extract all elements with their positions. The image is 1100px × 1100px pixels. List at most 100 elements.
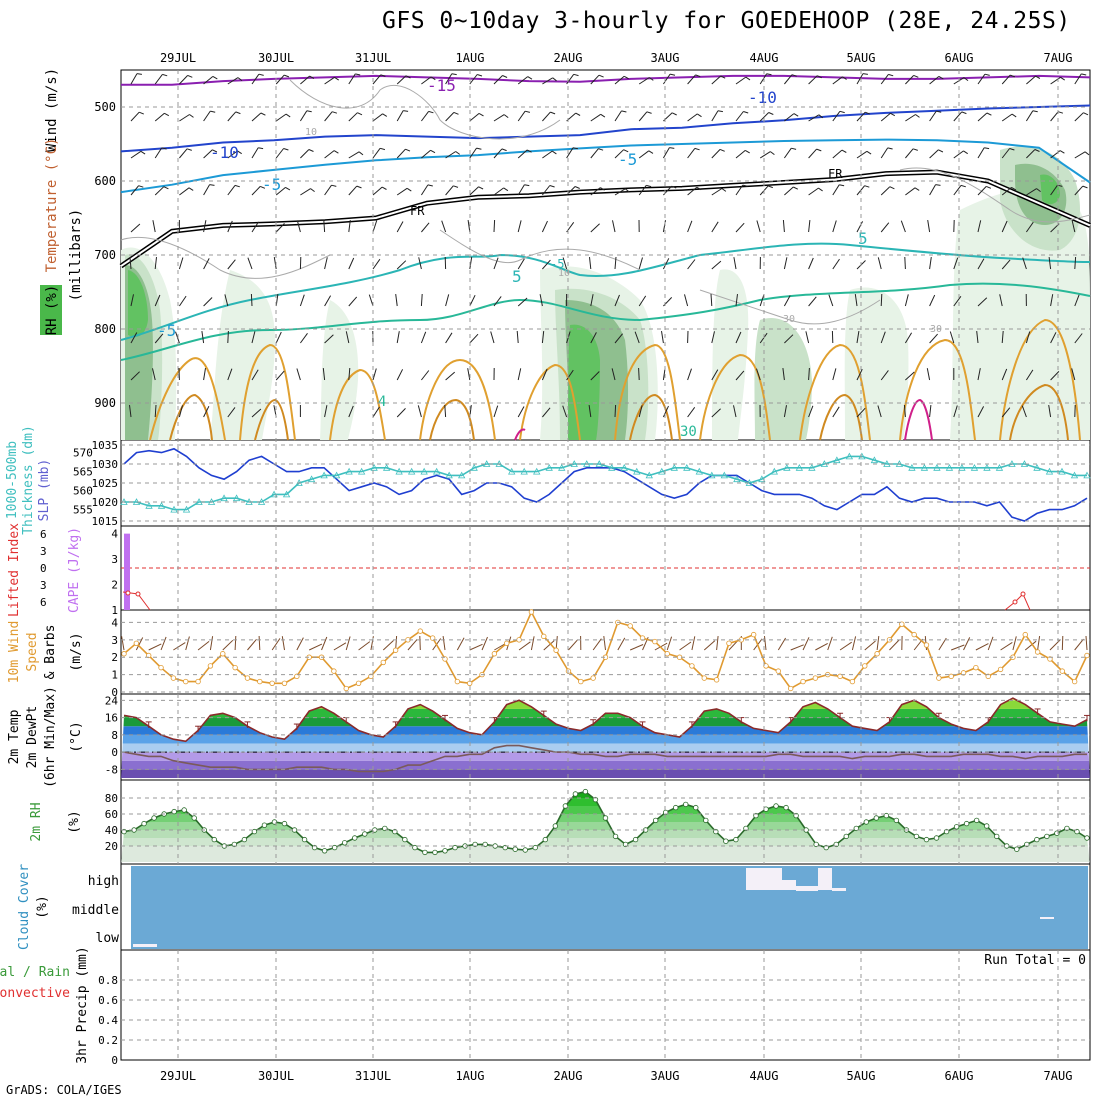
wind-barb (638, 295, 647, 307)
rh-line-marker (562, 803, 569, 809)
thickness-line-marker (833, 456, 841, 464)
wind-barb-flag (524, 110, 531, 113)
wind-barb-flag (379, 147, 386, 151)
isotach-line (699, 289, 881, 325)
wind-barb (614, 256, 617, 270)
rh-line-marker (843, 833, 849, 840)
wind-barb (808, 148, 817, 159)
lifted-tick-label: 0 (40, 562, 47, 575)
pressure-tick-label: 500 (94, 100, 116, 114)
wind-barb (889, 639, 900, 651)
wind-barb-flag (1058, 111, 1064, 114)
rh-line-marker (983, 823, 990, 829)
wind-speed-line-marker (936, 675, 942, 681)
wind-barb (711, 260, 722, 270)
wind-barb-flag (574, 186, 580, 189)
thickness-line-marker (445, 471, 453, 479)
wind-barb (880, 222, 890, 233)
wind-barb (530, 636, 535, 651)
rh-line-marker (542, 836, 549, 843)
slp-tick-label: 1015 (92, 515, 119, 528)
wind-barb-flag (887, 147, 893, 150)
wind-barb (324, 295, 332, 307)
wind-barb (759, 112, 770, 122)
wind-barb (179, 187, 190, 196)
wind-barb-flag (575, 112, 581, 116)
wind-barb (358, 641, 371, 651)
thickness-line-marker (808, 463, 816, 471)
wind-barb (417, 405, 422, 418)
wind-barb (784, 113, 795, 122)
thickness-line-marker (307, 475, 316, 483)
rh-line-marker (773, 803, 779, 809)
cape-tick-label: 4 (111, 528, 118, 541)
wind-barb (808, 114, 820, 122)
wind-barb (711, 149, 721, 159)
rh-line-marker (432, 849, 438, 856)
thickness-line-marker (908, 463, 916, 471)
temperature-axis-label: Temperature (°C) (44, 138, 60, 273)
wind-barb (348, 367, 351, 381)
wind-speed-line-marker (775, 668, 782, 674)
wind-barb-flag (258, 73, 264, 76)
thickness-line-marker (845, 452, 854, 460)
wind-barb (832, 368, 837, 381)
wind-barb (880, 331, 886, 344)
wind-barb (308, 643, 323, 651)
wind-barb (275, 74, 285, 85)
wind-barb (783, 405, 787, 418)
thickness-line-marker (658, 467, 666, 475)
cloud-block (796, 886, 818, 891)
date-label-bottom: 31JUL (355, 1069, 391, 1083)
isotach-line (289, 79, 561, 140)
rh-line-marker (412, 844, 418, 851)
wind-barb (542, 111, 551, 122)
wind-barb (1024, 640, 1037, 651)
wind-barb (759, 73, 768, 85)
wind-barb (517, 76, 529, 85)
wind-barb-flag (839, 184, 845, 187)
wind-speed-line-marker (639, 635, 646, 641)
date-label-bottom: 6AUG (945, 1069, 974, 1083)
contour-label: 30 (680, 424, 697, 440)
rh-band (121, 846, 1090, 862)
lifted-tick-label: 6 (40, 528, 47, 541)
wind-speed-line-marker (997, 666, 1004, 673)
wind-barb (324, 405, 328, 418)
wind-barb (469, 186, 479, 196)
rh-line-marker (442, 848, 448, 854)
date-label-top: 1AUG (456, 51, 485, 65)
wind-barb-flag (721, 188, 727, 192)
wind-barb-flag (1036, 188, 1041, 193)
thickness-line-marker (595, 460, 603, 467)
wind-barb-flag (306, 110, 312, 113)
wind-barb-flag (649, 77, 654, 81)
wind-barb (735, 370, 745, 381)
wind-barb (372, 220, 378, 233)
wind-barb (614, 333, 623, 344)
thickness-line-marker (870, 456, 879, 464)
thickness-line-marker (970, 463, 979, 471)
wind-barb-flag (697, 113, 702, 118)
wind-barb (687, 74, 696, 85)
wind-barb (203, 368, 206, 381)
cloud-block (782, 880, 796, 890)
temp-panel-label: (6hr Min/Max) (43, 686, 58, 788)
wind-barb (178, 257, 184, 270)
cloud-block (832, 888, 846, 891)
wind-speed-line-marker (849, 678, 856, 685)
wind-barb (420, 331, 427, 344)
wind-barb-flag (430, 76, 436, 81)
wind-speed-line-marker (1034, 649, 1041, 655)
wind-barb (808, 367, 810, 381)
wind-barb-flag (717, 110, 723, 113)
rh-shading (712, 269, 749, 440)
wind-barb (756, 220, 761, 233)
wind-barb-flag (453, 185, 459, 188)
wind-barb (711, 221, 719, 233)
wind-barb (927, 220, 931, 233)
wind-speed-line-marker (368, 673, 374, 680)
wind-barb (493, 114, 505, 122)
wind-barb-flag (260, 185, 266, 189)
cloud-panel (131, 866, 1088, 949)
